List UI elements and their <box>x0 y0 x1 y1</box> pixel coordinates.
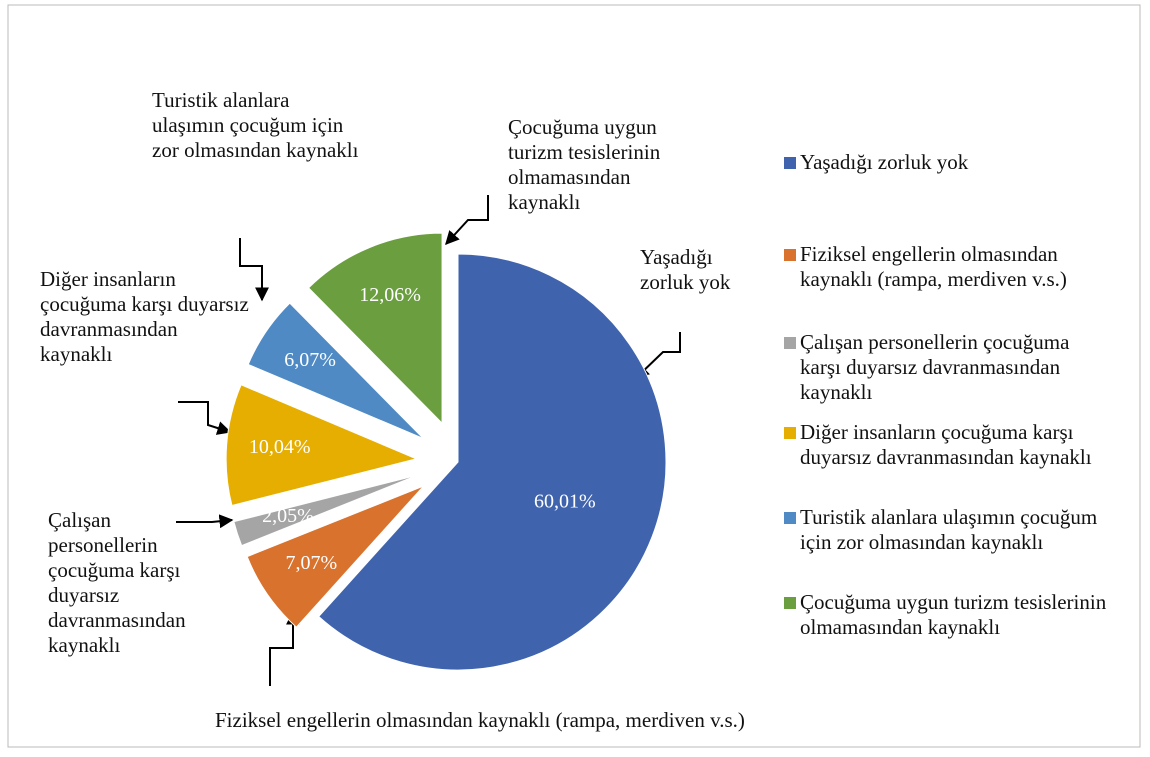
arrow <box>178 401 232 435</box>
legend-swatch <box>784 597 796 609</box>
pie-slice <box>246 485 424 628</box>
callout-label: Turistik alanlara ulaşımın çocuğum için … <box>152 88 359 162</box>
legend-swatch <box>784 249 796 261</box>
callout-label: Çalışan personellerin çocuğuma karşı duy… <box>48 508 186 657</box>
arrow <box>239 238 269 302</box>
arrow <box>269 610 300 686</box>
arrow <box>176 514 234 529</box>
arrow <box>445 195 489 246</box>
legend-swatch <box>784 337 796 349</box>
legend-label: Turistik alanlara ulaşımın çocuğum için … <box>800 505 1098 554</box>
chart-border <box>7 4 1141 748</box>
callout-label: Fiziksel engellerin olmasından kaynaklı … <box>215 708 745 732</box>
data-label: 7,07% <box>286 552 338 574</box>
pie-slice <box>233 474 419 547</box>
callout-label: Çocuğuma uygun turizm tesislerinin olmam… <box>508 115 661 214</box>
legend-swatch <box>784 157 796 169</box>
callout-arrows <box>176 195 681 686</box>
arrow <box>634 332 681 379</box>
pie-slice <box>225 384 418 507</box>
pie-slice <box>247 302 424 439</box>
legend-swatch <box>784 512 796 524</box>
legend-label: Diğer insanların çocuğuma karşı duyarsız… <box>800 420 1092 469</box>
pie-slice <box>318 253 667 671</box>
data-label: 10,04% <box>249 436 311 458</box>
data-label: 2,05% <box>262 505 314 527</box>
data-label: 12,06% <box>359 284 421 306</box>
legend-label: Yaşadığı zorluk yok <box>800 150 969 174</box>
callout-label: Diğer insanların çocuğuma karşı duyarsız… <box>40 267 249 366</box>
data-label: 60,01% <box>534 491 596 513</box>
legend-label: Fiziksel engellerin olmasından kaynaklı … <box>800 242 1067 291</box>
legend-label: Çalışan personellerin çocuğuma karşı duy… <box>800 330 1070 404</box>
pie-slice <box>307 232 443 425</box>
callout-label: Yaşadığı zorluk yok <box>640 245 731 294</box>
legend-label: Çocuğuma uygun turizm tesislerinin olmam… <box>800 590 1107 639</box>
legend-swatch <box>784 427 796 439</box>
data-label: 6,07% <box>284 349 336 371</box>
